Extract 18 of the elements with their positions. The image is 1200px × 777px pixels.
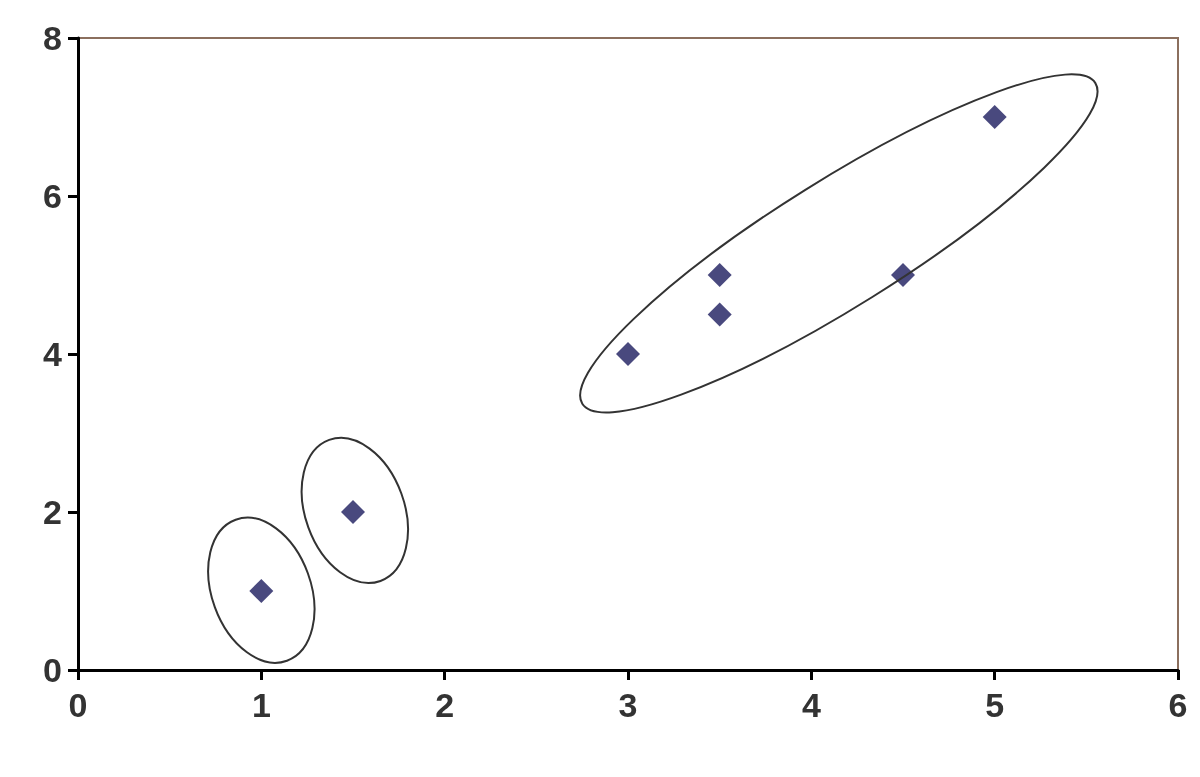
y-tick-label: 0 [43, 651, 62, 689]
x-tick-label: 2 [435, 686, 455, 724]
point [707, 302, 732, 327]
y-tick-label: 8 [43, 19, 62, 57]
point [616, 342, 640, 366]
x-tick-label: 3 [618, 686, 638, 724]
x-tick-label: 0 [68, 686, 88, 724]
point [341, 500, 365, 524]
x-tick-label: 6 [1168, 686, 1188, 724]
point [707, 263, 732, 287]
y-tick-label: 2 [43, 493, 62, 531]
point [249, 579, 274, 603]
y-tick-label: 4 [43, 335, 63, 373]
point [982, 105, 1007, 129]
x-tick-label: 1 [251, 686, 271, 724]
x-tick-label: 4 [801, 686, 821, 724]
y-tick-label: 6 [43, 177, 62, 215]
x-tick-label: 5 [985, 686, 1005, 724]
